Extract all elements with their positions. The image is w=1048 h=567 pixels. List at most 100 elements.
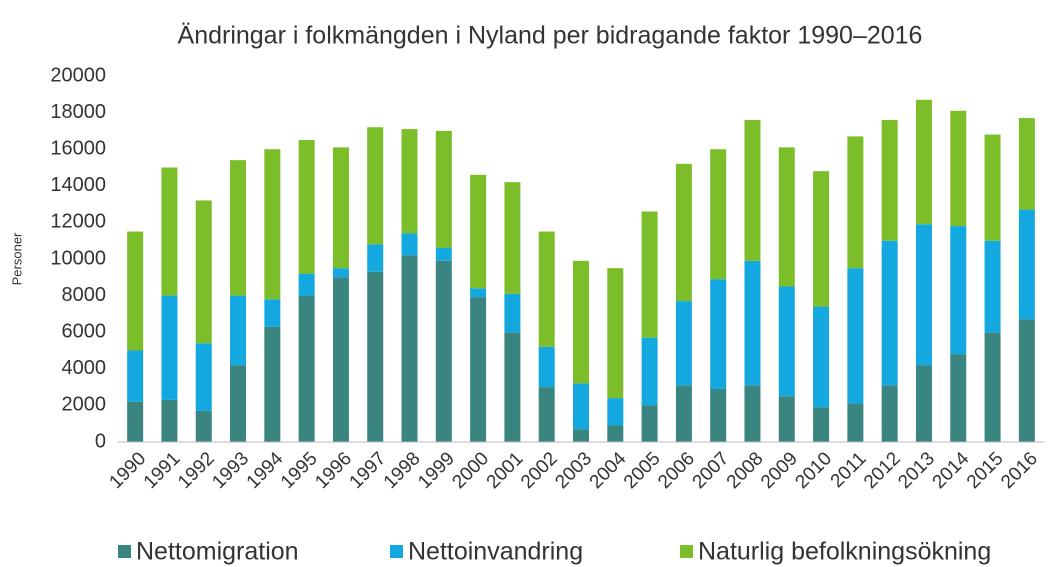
x-tick-label: 2003: [551, 448, 596, 493]
x-tick-label: 2007: [689, 448, 734, 493]
x-tick-label: 2012: [860, 448, 905, 493]
bar-segment: [710, 279, 727, 389]
bar-segment: [641, 405, 658, 442]
bar-segment: [298, 295, 315, 442]
bar-segment: [264, 299, 281, 327]
bar-segment: [230, 295, 247, 366]
legend-swatch: [390, 545, 403, 558]
bar-segment: [401, 129, 418, 234]
x-tick-label: 2005: [620, 448, 665, 493]
bar-segment: [641, 337, 658, 406]
y-tick-label: 12000: [50, 211, 106, 233]
bar-segment: [401, 233, 418, 256]
y-tick-label: 20000: [50, 64, 106, 86]
bar-segment: [607, 268, 624, 399]
bar-segment: [435, 248, 452, 261]
x-tick-label: 1994: [243, 448, 288, 493]
bar-segment: [641, 211, 658, 338]
legend-label: Nettomigration: [136, 538, 299, 566]
bar-segment: [435, 130, 452, 249]
x-tick-label: 2008: [723, 448, 768, 493]
x-tick-label: 1999: [414, 448, 459, 493]
bar-segment: [710, 149, 727, 280]
bar-segment: [744, 385, 761, 442]
bar-segment: [230, 160, 247, 296]
chart-title: Ändringar i folkmängden i Nyland per bid…: [178, 22, 923, 50]
x-tick-label: 1998: [380, 448, 425, 493]
bar-segment: [607, 398, 624, 426]
bar-segment: [573, 383, 589, 430]
bar-segment: [161, 399, 178, 442]
y-tick-label: 4000: [62, 357, 107, 379]
bar-segment: [881, 119, 898, 241]
bar-segment: [298, 273, 315, 296]
bar-segment: [607, 425, 624, 442]
bar-segment: [367, 271, 384, 442]
x-tick-label: 1996: [311, 448, 356, 493]
bar-segment: [847, 403, 864, 442]
bar-segment: [195, 410, 212, 442]
bar-segment: [230, 365, 247, 442]
y-tick-label: 6000: [62, 320, 107, 342]
bar-segment: [161, 167, 178, 296]
x-tick-label: 2001: [483, 448, 528, 493]
bar-segment: [847, 136, 864, 269]
bar-segment: [332, 277, 349, 442]
x-tick-label: 2015: [963, 448, 1008, 493]
bar-segment: [127, 401, 144, 442]
bar-segment: [915, 224, 932, 366]
bar-segment: [813, 171, 830, 307]
bar-segment: [573, 260, 589, 384]
bar-segment: [1018, 209, 1035, 320]
bar-segment: [401, 255, 418, 442]
bar-segment: [538, 387, 555, 442]
y-tick-label: 8000: [62, 284, 107, 306]
bar-segment: [470, 297, 487, 442]
x-tick-label: 1990: [105, 448, 150, 493]
y-tick-label: 18000: [50, 101, 106, 123]
legend-swatch: [118, 545, 131, 558]
bar-segment: [195, 200, 212, 344]
x-tick-label: 1993: [208, 448, 253, 493]
bar-segment: [778, 286, 795, 397]
x-tick-label: 2013: [894, 448, 939, 493]
x-tick-label: 2014: [929, 448, 974, 493]
bar-segment: [538, 231, 555, 347]
y-tick-label: 16000: [50, 137, 106, 159]
bar-segment: [984, 240, 1001, 333]
bar-segment: [710, 388, 727, 442]
x-tick-label: 2009: [757, 448, 802, 493]
bar-segment: [1018, 319, 1035, 442]
x-tick-label: 1995: [277, 448, 322, 493]
x-tick-label: 2016: [997, 448, 1042, 493]
bar-segment: [847, 268, 864, 404]
bar-segment: [161, 295, 178, 400]
x-tick-label: 2000: [448, 448, 493, 493]
bar-segment: [984, 134, 1001, 241]
bar-segment: [950, 110, 967, 227]
bar-segment: [504, 332, 521, 442]
bar-segment: [675, 385, 692, 442]
bar-segment: [435, 260, 452, 442]
x-tick-label: 1991: [140, 448, 185, 493]
bar-segment: [470, 174, 487, 289]
bar-segment: [367, 244, 384, 272]
bar-segment: [813, 407, 830, 442]
bar-segment: [127, 231, 144, 351]
bar-segment: [675, 301, 692, 386]
bar-segment: [744, 260, 761, 386]
y-axis-label: Personer: [9, 232, 24, 285]
bar-segment: [573, 429, 589, 442]
x-tick-label: 2002: [517, 448, 562, 493]
y-tick-label: 14000: [50, 174, 106, 196]
bar-segment: [538, 346, 555, 388]
y-tick-label: 2000: [62, 394, 107, 416]
x-tick-label: 2011: [827, 448, 871, 492]
bar-segment: [744, 119, 761, 261]
x-tick-label: 1997: [346, 448, 391, 493]
legend-swatch: [680, 545, 693, 558]
bar-segment: [950, 354, 967, 442]
legend-label: Naturlig befolkningsökning: [698, 538, 991, 566]
bar-segment: [298, 140, 315, 274]
